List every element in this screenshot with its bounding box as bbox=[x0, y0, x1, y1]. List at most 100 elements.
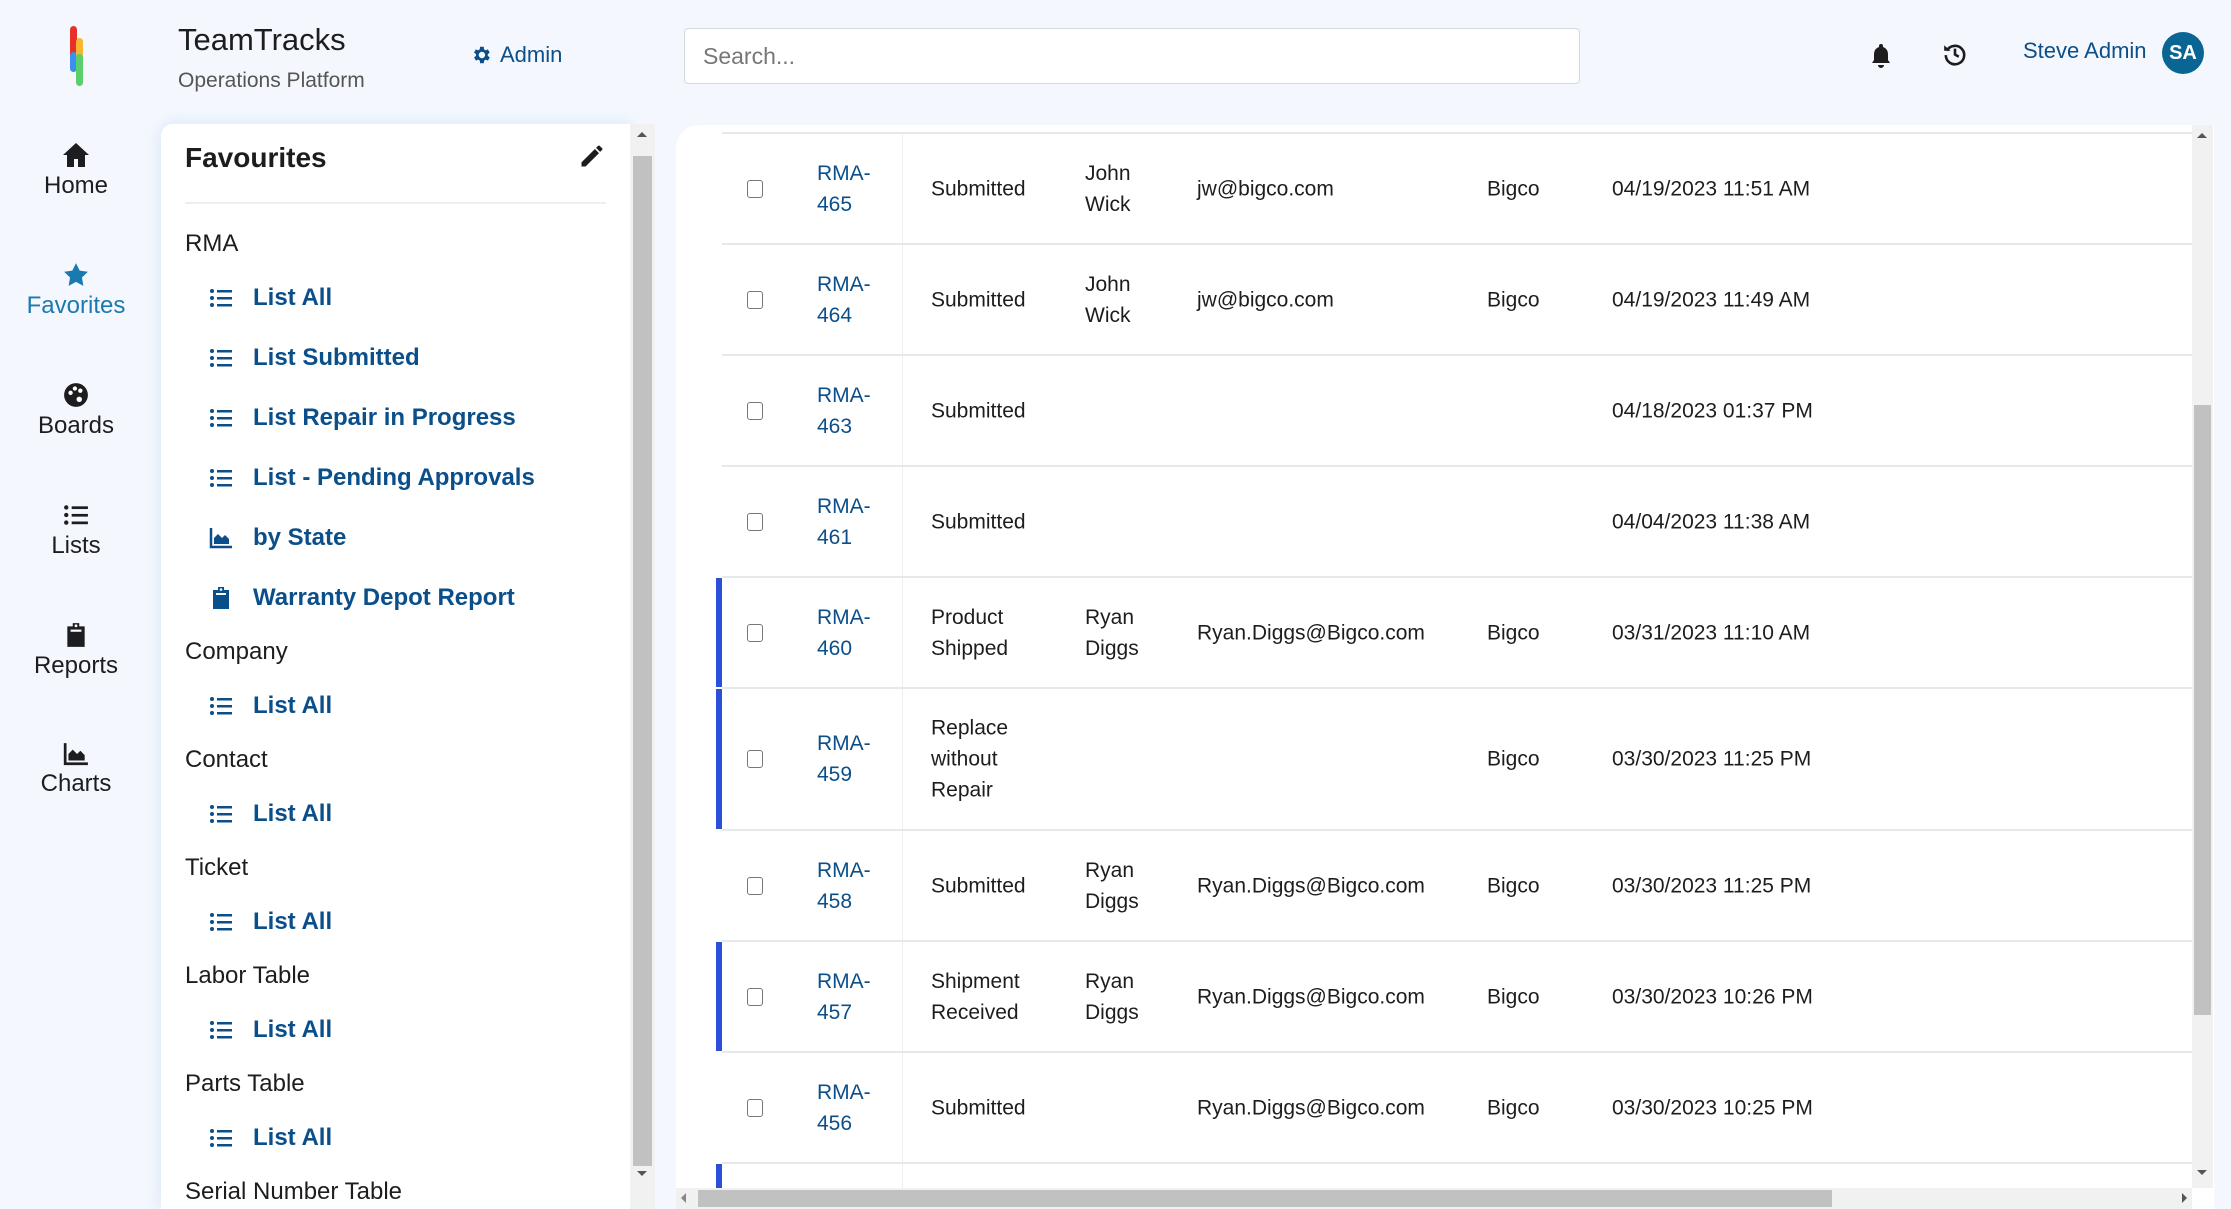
rma-id-link[interactable]: RMA-463 bbox=[817, 383, 871, 438]
row-checkbox[interactable] bbox=[747, 876, 763, 895]
favourite-link-label: List All bbox=[253, 692, 333, 719]
favourite-link[interactable]: List All bbox=[209, 692, 332, 720]
list-icon bbox=[209, 1018, 233, 1042]
table-row[interactable]: RMA-461 Submitted 04/04/2023 11:38 AM bbox=[722, 465, 2192, 576]
column-divider bbox=[902, 1164, 903, 1209]
row-checkbox[interactable] bbox=[747, 512, 763, 531]
favourite-group: Contact bbox=[185, 746, 268, 773]
nav-charts[interactable]: Charts bbox=[0, 730, 152, 850]
list-icon bbox=[64, 505, 88, 525]
table-row[interactable]: RMA-464 Submitted John Wick jw@bigco.com… bbox=[722, 243, 2192, 354]
table-row[interactable]: RMA-463 Submitted 04/18/2023 01:37 PM bbox=[722, 354, 2192, 465]
favourite-link-label: List All bbox=[253, 800, 333, 827]
table-row[interactable]: RMA-460 Product Shipped Ryan Diggs Ryan.… bbox=[716, 576, 2192, 687]
column-divider bbox=[902, 245, 903, 354]
column-divider bbox=[902, 1053, 903, 1162]
favourite-link[interactable]: List All bbox=[209, 800, 332, 828]
row-highlight-bar bbox=[716, 942, 722, 1051]
company-cell: Bigco bbox=[1487, 177, 1540, 200]
date-cell: 04/18/2023 01:37 PM bbox=[1612, 399, 1813, 422]
nav-home[interactable]: Home bbox=[0, 130, 152, 250]
history-button[interactable] bbox=[1942, 41, 1968, 72]
row-checkbox[interactable] bbox=[747, 1098, 763, 1117]
favourite-link[interactable]: List Repair in Progress bbox=[209, 404, 516, 432]
table-row[interactable]: RMA-459 Replace without Repair Bigco 03/… bbox=[716, 687, 2192, 829]
status-cell: Submitted bbox=[931, 399, 1026, 422]
table-row[interactable]: RMA-458 Submitted Ryan Diggs Ryan.Diggs@… bbox=[722, 829, 2192, 940]
row-checkbox[interactable] bbox=[747, 750, 763, 768]
history-icon bbox=[1944, 44, 1966, 66]
favourite-link-label: List All bbox=[253, 1124, 333, 1151]
favourite-link[interactable]: List - Pending Approvals bbox=[209, 464, 535, 492]
rma-table: RMA-465 Submitted John Wick jw@bigco.com… bbox=[676, 125, 2214, 1209]
status-cell: Shipment Received bbox=[931, 969, 1020, 1024]
favourite-link-label: List Repair in Progress bbox=[253, 404, 516, 431]
nav-label: Home bbox=[43, 172, 109, 199]
nav-label: Lists bbox=[51, 532, 101, 559]
email-cell: Ryan.Diggs@Bigco.com bbox=[1197, 985, 1425, 1008]
rma-id-link[interactable]: RMA-464 bbox=[817, 272, 871, 327]
company-cell: Bigco bbox=[1487, 288, 1540, 311]
table-row[interactable]: RMA-457 Shipment Received Ryan Diggs Rya… bbox=[716, 940, 2192, 1051]
favourite-group: Labor Table bbox=[185, 962, 310, 989]
favourite-link[interactable]: List All bbox=[209, 284, 332, 312]
rma-id-link[interactable]: RMA-456 bbox=[817, 1080, 871, 1135]
nav-boards[interactable]: Boards bbox=[0, 370, 152, 490]
pencil-icon[interactable] bbox=[578, 142, 606, 170]
row-checkbox[interactable] bbox=[747, 290, 763, 309]
favourite-link-label: List - Pending Approvals bbox=[253, 464, 535, 491]
table-row[interactable] bbox=[716, 1162, 2192, 1209]
nav-lists[interactable]: Lists bbox=[0, 490, 152, 610]
nav-favorites[interactable]: Favorites bbox=[0, 250, 152, 370]
rma-id-link[interactable]: RMA-460 bbox=[817, 605, 871, 660]
company-cell: Bigco bbox=[1487, 985, 1540, 1008]
date-cell: 04/19/2023 11:51 AM bbox=[1612, 177, 1811, 200]
search-input[interactable] bbox=[684, 28, 1580, 84]
avatar[interactable]: SA bbox=[2162, 32, 2204, 74]
date-cell: 03/30/2023 10:26 PM bbox=[1612, 985, 1813, 1008]
favourite-group: RMA bbox=[185, 230, 239, 257]
rma-id-link[interactable]: RMA-458 bbox=[817, 858, 871, 913]
favourite-link[interactable]: Warranty Depot Report bbox=[209, 584, 515, 612]
notifications-button[interactable] bbox=[1869, 42, 1893, 73]
table-row[interactable]: RMA-465 Submitted John Wick jw@bigco.com… bbox=[722, 132, 2192, 243]
favourite-link-label: List All bbox=[253, 284, 333, 311]
status-cell: Submitted bbox=[931, 510, 1026, 533]
company-cell: Bigco bbox=[1487, 1096, 1540, 1119]
favourite-group: Serial Number Table bbox=[185, 1178, 402, 1205]
bell-icon bbox=[1872, 44, 1890, 68]
favourites-scrollbar[interactable] bbox=[630, 124, 655, 1209]
app-title: TeamTracks bbox=[178, 22, 346, 57]
nav-reports[interactable]: Reports bbox=[0, 610, 152, 730]
favourite-link[interactable]: List All bbox=[209, 1124, 332, 1152]
user-name[interactable]: Steve Admin bbox=[2023, 38, 2147, 63]
email-cell: jw@bigco.com bbox=[1197, 177, 1334, 200]
favourite-link[interactable]: List Submitted bbox=[209, 344, 420, 372]
favourite-link[interactable]: by State bbox=[209, 524, 346, 552]
row-checkbox[interactable] bbox=[747, 623, 763, 642]
date-cell: 03/30/2023 11:25 PM bbox=[1612, 874, 1812, 897]
favourite-group: Ticket bbox=[185, 854, 249, 881]
admin-link[interactable]: Admin bbox=[470, 42, 562, 68]
rma-id-link[interactable]: RMA-457 bbox=[817, 969, 871, 1024]
rma-id-link[interactable]: RMA-465 bbox=[817, 161, 871, 216]
table-row[interactable]: RMA-456 Submitted Ryan.Diggs@Bigco.com B… bbox=[722, 1051, 2192, 1162]
favourite-link[interactable]: List All bbox=[209, 1016, 332, 1044]
table-vertical-scrollbar[interactable] bbox=[2192, 125, 2213, 1188]
favourite-link-label: Warranty Depot Report bbox=[253, 584, 515, 611]
favourite-group: Parts Table bbox=[185, 1070, 305, 1097]
favourites-panel: Favourites RMA List All List Submitted List… bbox=[161, 124, 630, 1209]
column-divider bbox=[902, 134, 903, 243]
rma-id-link[interactable]: RMA-461 bbox=[817, 494, 871, 549]
row-checkbox[interactable] bbox=[747, 401, 763, 420]
row-checkbox[interactable] bbox=[747, 179, 763, 198]
status-cell: Submitted bbox=[931, 288, 1026, 311]
row-checkbox[interactable] bbox=[747, 987, 763, 1006]
favourite-link[interactable]: List All bbox=[209, 908, 332, 936]
admin-label: Admin bbox=[500, 42, 563, 67]
rma-id-link[interactable]: RMA-459 bbox=[817, 732, 871, 786]
favourite-link-label: by State bbox=[253, 524, 347, 551]
status-cell: Product Shipped bbox=[931, 605, 1009, 660]
list-icon bbox=[209, 286, 233, 310]
table-horizontal-scrollbar[interactable] bbox=[676, 1188, 2192, 1209]
